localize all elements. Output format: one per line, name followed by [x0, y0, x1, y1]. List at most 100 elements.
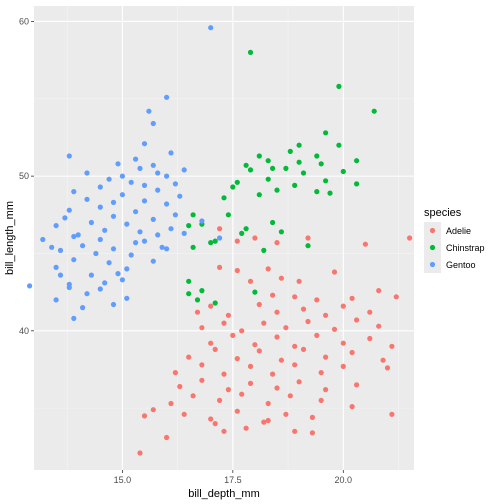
data-point	[97, 236, 103, 243]
data-point	[243, 226, 249, 232]
data-point	[225, 387, 231, 393]
data-point	[354, 317, 360, 323]
data-point	[212, 421, 218, 427]
data-point	[84, 291, 90, 297]
data-point	[119, 192, 125, 198]
data-point	[380, 357, 386, 363]
data-point	[314, 332, 320, 338]
data-point	[323, 312, 329, 318]
data-point	[194, 309, 201, 315]
data-point	[71, 233, 77, 240]
series-gentoo	[27, 25, 223, 321]
data-point	[177, 383, 183, 390]
data-point	[124, 221, 130, 227]
data-point	[283, 165, 289, 171]
data-point	[164, 434, 170, 441]
data-point	[190, 244, 196, 250]
data-point	[155, 170, 161, 176]
data-point	[292, 343, 298, 349]
data-point	[164, 246, 170, 252]
y-axis-title: bill_length_mm	[4, 201, 16, 275]
data-point	[252, 235, 258, 241]
data-point	[172, 370, 178, 376]
data-point	[66, 207, 72, 213]
data-point	[336, 142, 342, 148]
data-point	[186, 291, 192, 297]
data-point	[234, 267, 240, 274]
data-point	[164, 94, 170, 100]
data-point	[340, 340, 346, 346]
data-point	[53, 223, 59, 229]
data-point	[393, 294, 399, 300]
data-point	[194, 297, 201, 303]
data-point	[247, 380, 254, 386]
data-point	[323, 178, 329, 184]
data-point	[256, 153, 262, 159]
data-point	[256, 192, 262, 198]
data-point	[217, 226, 223, 232]
plot-panel	[34, 6, 414, 470]
data-point	[115, 161, 121, 167]
data-point	[283, 325, 289, 331]
data-point	[221, 371, 227, 377]
data-point	[217, 235, 223, 241]
data-point	[53, 264, 59, 270]
data-point	[146, 108, 152, 114]
data-point	[133, 240, 139, 246]
data-point	[137, 229, 143, 235]
data-point	[164, 201, 170, 207]
data-point	[57, 272, 64, 278]
y-tick-label: 60	[19, 16, 29, 26]
data-point	[274, 187, 280, 193]
data-point	[172, 212, 178, 218]
data-point	[212, 346, 218, 352]
data-point	[270, 219, 276, 226]
data-point	[102, 227, 108, 233]
data-point	[164, 173, 170, 179]
legend-title: species	[424, 207, 462, 219]
data-point	[150, 407, 156, 413]
data-point	[265, 176, 271, 182]
data-point	[376, 323, 382, 329]
data-point	[296, 159, 302, 165]
data-point	[234, 179, 240, 185]
data-point	[84, 170, 90, 176]
data-point	[80, 305, 86, 311]
data-point	[247, 49, 254, 56]
data-point	[66, 153, 72, 159]
legend-marker	[429, 244, 436, 251]
data-point	[110, 301, 117, 308]
data-point	[221, 195, 227, 201]
data-point	[230, 332, 236, 338]
data-point	[62, 215, 68, 221]
series-adelie	[137, 226, 413, 456]
data-point	[230, 184, 236, 190]
data-point	[208, 25, 214, 31]
data-point	[314, 189, 320, 195]
data-point	[141, 141, 148, 147]
data-point	[150, 258, 156, 264]
data-point	[225, 312, 231, 318]
legend: species Adelie Chinstrap Gentoo	[424, 207, 485, 273]
x-tick-label: 20.0	[335, 475, 353, 485]
data-point	[318, 397, 324, 403]
data-point	[141, 238, 148, 244]
data-point	[49, 244, 55, 250]
data-point	[168, 150, 174, 156]
data-point	[221, 320, 227, 326]
data-point	[234, 356, 240, 362]
data-point	[292, 182, 298, 188]
data-point	[75, 232, 81, 238]
data-point	[110, 213, 117, 219]
data-point	[274, 334, 280, 340]
data-point	[234, 238, 240, 244]
legend-label: Adelie	[446, 226, 471, 236]
data-point	[141, 198, 148, 204]
legend-label: Chinstrap	[446, 243, 485, 253]
data-point	[407, 235, 413, 241]
data-point	[270, 165, 276, 171]
data-point	[287, 393, 293, 399]
data-point	[217, 264, 223, 270]
data-point	[208, 340, 214, 346]
data-point	[186, 223, 192, 229]
